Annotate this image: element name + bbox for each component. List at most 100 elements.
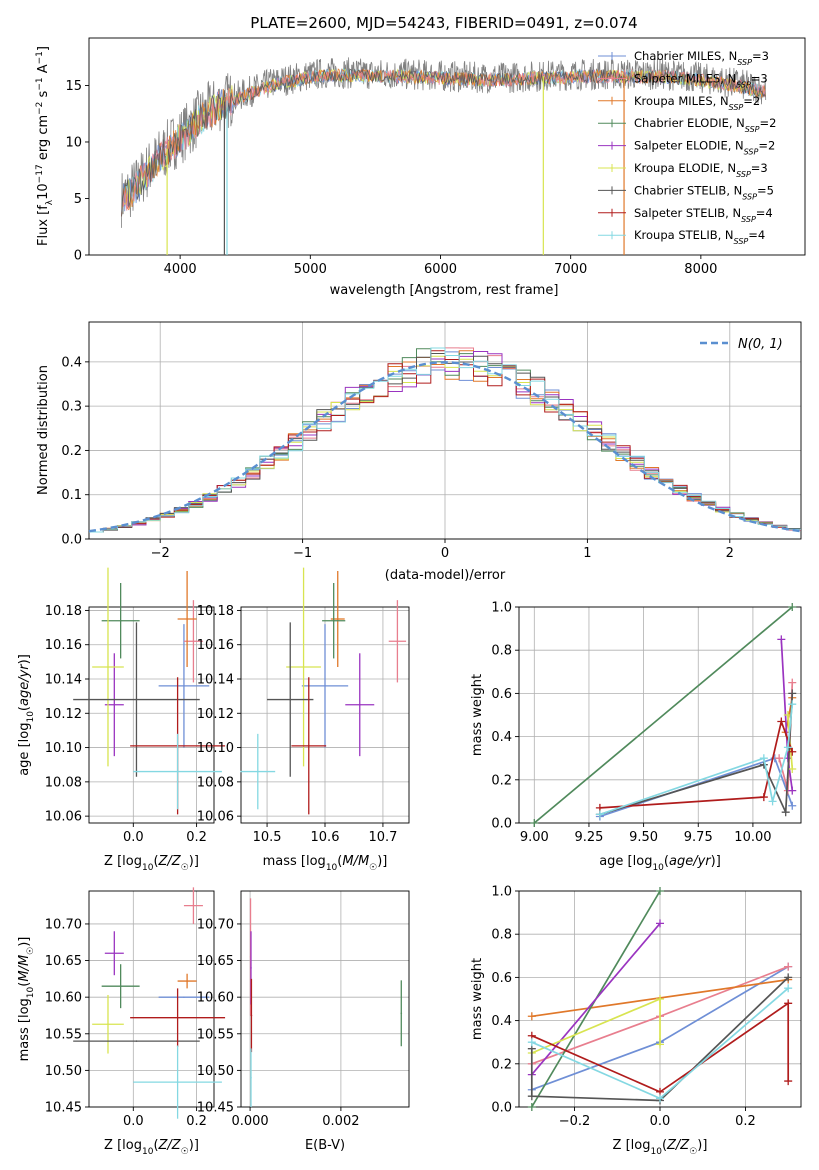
x-tick-label: 9.75 (684, 830, 713, 845)
legend-label: Salpeter STELIB, NSSP=4 (634, 206, 773, 224)
weight-marker (788, 801, 797, 810)
weight-marker (788, 603, 797, 611)
data-point (396, 640, 399, 643)
y-tick-label: 0.8 (491, 928, 512, 943)
y-tick-label: 0 (74, 249, 82, 264)
y-axis-label: mass weight (470, 958, 485, 1040)
y-tick-label: 10.55 (197, 1027, 234, 1042)
weight-marker (527, 1038, 536, 1047)
y-tick-label: 10.10 (197, 741, 234, 756)
mass-vs-Z-axes: 0.0 0.2 10.45 10.50 10.55 10.60 10.65 10.70 Z [l… (17, 887, 226, 1157)
legend-label: Kroupa STELIB, NSSP=4 (634, 228, 765, 246)
weight-marker (656, 887, 664, 895)
weight-marker (788, 786, 797, 795)
weight-marker (530, 819, 539, 827)
x-tick-label: 10.7 (368, 830, 397, 845)
weight-marker (781, 808, 790, 817)
data-point (135, 698, 138, 701)
x-tick-label: 0.0 (650, 1114, 671, 1129)
weight-marker (783, 743, 792, 752)
weight-line-salpeter-stelib (599, 718, 794, 809)
weight-marker (788, 678, 797, 687)
y-tick-label: 10.08 (197, 775, 234, 790)
data-point (250, 967, 252, 969)
y-tick-label: 0.4 (61, 355, 82, 370)
weight-vs-age-axes: 9.00 9.25 9.50 9.75 10.00 0.0 0.2 0.4 0.6 0.8 1.0 a… (470, 601, 802, 873)
x-tick-label: −1 (293, 546, 312, 561)
spectrum-frame (88, 37, 806, 256)
data-point (176, 770, 179, 773)
data-point (336, 618, 339, 620)
weight-marker (527, 1103, 536, 1111)
data-point (119, 985, 122, 987)
y-tick-label: 10 (65, 135, 82, 150)
y-tick-label: 0.4 (491, 1014, 512, 1029)
x-tick-label: 0.000 (231, 1114, 268, 1129)
data-point (183, 685, 185, 687)
y-tick-label: 10.70 (197, 917, 234, 932)
y-tick-label: 10.65 (45, 954, 82, 969)
data-point (289, 698, 292, 701)
x-axis-label: age [log10(age/yr)] (599, 854, 721, 873)
y-tick-label: 0.3 (61, 400, 82, 415)
weight-marker (784, 962, 793, 971)
x-axis-label: wavelength [Angstrom, rest frame] (330, 283, 559, 298)
mass-vs-Z-frame (88, 890, 215, 1108)
x-axis-label: (data-model)/error (385, 568, 506, 583)
data-point (113, 952, 116, 955)
y-tick-label: 10.10 (45, 741, 82, 756)
weight-marker (656, 919, 664, 928)
figure-title: PLATE=2600, MJD=54243, FIBERID=0491, z=0… (250, 14, 637, 32)
legend-label: Salpeter ELODIE, NSSP=2 (634, 139, 775, 157)
weight-line-chabrier-elodie (533, 606, 793, 824)
y-axis-label: mass weight (470, 674, 485, 756)
y-tick-label: 0.1 (61, 488, 82, 503)
weight-marker (777, 717, 786, 726)
weight-marker (784, 973, 793, 982)
legend-label: Kroupa ELODIE, NSSP=3 (634, 161, 768, 179)
y-tick-label: 10.12 (45, 707, 82, 722)
y-tick-label: 10.60 (45, 991, 82, 1006)
data-point (186, 618, 188, 620)
histogram-kroupa-stelib (89, 347, 801, 533)
data-point (400, 1012, 403, 1015)
y-tick-label: 10.16 (197, 638, 234, 653)
legend-label: Kroupa MILES, NSSP=2 (634, 94, 760, 112)
y-tick-label: 0.0 (491, 1101, 512, 1116)
data-point (324, 685, 326, 687)
weight-line-chabrier-stelib (599, 693, 794, 816)
x-tick-label: −2 (151, 546, 170, 561)
data-point (192, 904, 195, 907)
data-point (135, 1040, 138, 1042)
x-tick-label: 0 (441, 546, 449, 561)
spectrum-axes: 4000 5000 6000 7000 8000 0 5 10 15 Chabrier MILES… (35, 37, 806, 298)
weight-marker (784, 984, 793, 993)
x-axis-label: Z [log10(Z/Z☉)] (104, 1138, 199, 1157)
mass-vs-ebv-frame (240, 890, 410, 1108)
y-tick-label: 10.06 (197, 810, 234, 825)
x-tick-label: 4000 (164, 262, 197, 277)
data-point (192, 640, 195, 643)
x-tick-label: 2 (726, 546, 734, 561)
y-tick-label: 5 (74, 192, 82, 207)
weight-marker (527, 1092, 536, 1101)
y-tick-label: 15 (65, 79, 82, 94)
data-point (302, 666, 305, 668)
x-tick-label: 0.0 (123, 1114, 144, 1129)
y-tick-label: 0.8 (491, 644, 512, 659)
y-tick-label: 10.55 (45, 1027, 82, 1042)
data-point (176, 1016, 179, 1019)
y-tick-label: 10.65 (197, 954, 234, 969)
legend-label: Chabrier STELIB, NSSP=5 (634, 183, 774, 201)
y-tick-label: 10.45 (45, 1101, 82, 1116)
x-tick-label: 10.6 (311, 830, 340, 845)
y-tick-label: 10.50 (45, 1064, 82, 1079)
x-tick-label: 10.00 (734, 830, 771, 845)
weight-marker (775, 754, 784, 763)
weight-marker (784, 999, 793, 1008)
x-tick-label: 9.25 (574, 830, 603, 845)
weight-marker (759, 793, 768, 802)
age-vs-Z-axes: 0.0 0.2 10.06 10.08 10.10 10.12 10.14 10.16 10.1… (17, 567, 226, 873)
y-tick-label: 1.0 (491, 601, 512, 616)
